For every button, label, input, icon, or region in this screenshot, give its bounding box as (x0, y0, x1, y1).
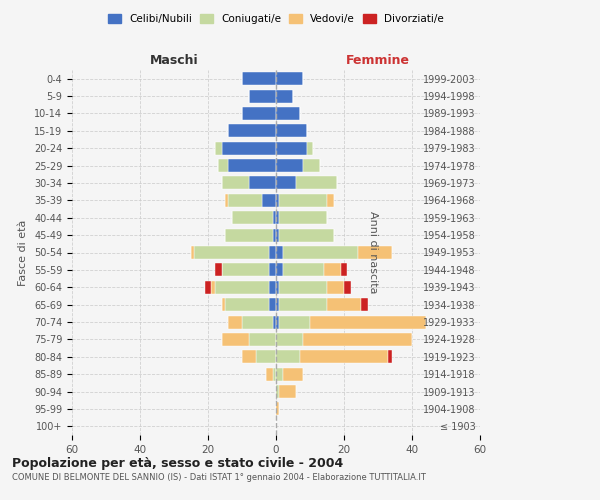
Bar (280, 228, 334, 241)
Bar (276, 176, 296, 190)
Bar (303, 159, 320, 172)
Bar (269, 246, 276, 259)
Bar (269, 280, 276, 294)
Bar (205, 280, 211, 294)
Bar (272, 228, 276, 241)
Bar (327, 298, 361, 311)
Bar (276, 72, 303, 85)
Bar (229, 159, 276, 172)
Bar (303, 333, 412, 346)
Bar (211, 280, 215, 294)
Bar (300, 350, 388, 364)
Text: Maschi: Maschi (149, 54, 199, 66)
Text: Popolazione per età, sesso e stato civile - 2004: Popolazione per età, sesso e stato civil… (12, 458, 343, 470)
Bar (229, 124, 276, 138)
Bar (218, 159, 229, 172)
Bar (358, 246, 392, 259)
Bar (276, 402, 280, 415)
Bar (280, 316, 310, 328)
Y-axis label: Anni di nascita: Anni di nascita (368, 211, 377, 294)
Bar (280, 280, 327, 294)
Bar (327, 194, 334, 207)
Bar (249, 333, 276, 346)
Bar (276, 107, 300, 120)
Bar (232, 211, 272, 224)
Bar (280, 385, 296, 398)
Bar (272, 211, 276, 224)
Bar (225, 228, 272, 241)
Bar (388, 350, 392, 364)
Bar (307, 142, 313, 154)
Bar (221, 298, 225, 311)
Y-axis label: Fasce di età: Fasce di età (19, 220, 28, 286)
Bar (269, 298, 276, 311)
Bar (361, 298, 368, 311)
Bar (283, 368, 303, 380)
Bar (242, 316, 272, 328)
Bar (296, 176, 337, 190)
Bar (194, 246, 269, 259)
Bar (242, 72, 276, 85)
Bar (276, 90, 293, 102)
Bar (242, 350, 256, 364)
Bar (229, 194, 262, 207)
Bar (276, 333, 303, 346)
Bar (276, 264, 283, 276)
Bar (344, 280, 351, 294)
Bar (276, 368, 283, 380)
Bar (280, 194, 327, 207)
Bar (266, 368, 272, 380)
Bar (242, 107, 276, 120)
Bar (249, 90, 276, 102)
Bar (341, 264, 347, 276)
Bar (276, 385, 280, 398)
Bar (310, 316, 425, 328)
Text: COMUNE DI BELMONTE DEL SANNIO (IS) - Dati ISTAT 1° gennaio 2004 - Elaborazione T: COMUNE DI BELMONTE DEL SANNIO (IS) - Dat… (12, 472, 426, 482)
Bar (276, 194, 280, 207)
Bar (215, 142, 221, 154)
Bar (225, 194, 229, 207)
Bar (283, 246, 358, 259)
Bar (221, 333, 249, 346)
Bar (323, 264, 341, 276)
Bar (276, 159, 303, 172)
Bar (249, 176, 276, 190)
Bar (280, 211, 327, 224)
Bar (276, 280, 280, 294)
Bar (276, 124, 307, 138)
Bar (221, 176, 249, 190)
Bar (229, 316, 242, 328)
Bar (276, 316, 280, 328)
Bar (276, 228, 280, 241)
Bar (276, 211, 280, 224)
Bar (221, 142, 276, 154)
Bar (215, 280, 269, 294)
Bar (272, 368, 276, 380)
Bar (280, 298, 327, 311)
Bar (191, 246, 194, 259)
Bar (276, 298, 280, 311)
Bar (276, 142, 307, 154)
Bar (225, 298, 269, 311)
Bar (221, 264, 269, 276)
Bar (276, 246, 283, 259)
Bar (327, 280, 344, 294)
Bar (283, 264, 323, 276)
Bar (256, 350, 276, 364)
Bar (269, 264, 276, 276)
Bar (276, 350, 300, 364)
Bar (272, 316, 276, 328)
Bar (215, 264, 221, 276)
Bar (262, 194, 276, 207)
Legend: Celibi/Nubili, Coniugati/e, Vedovi/e, Divorziati/e: Celibi/Nubili, Coniugati/e, Vedovi/e, Di… (104, 10, 448, 29)
Text: Femmine: Femmine (346, 54, 410, 66)
